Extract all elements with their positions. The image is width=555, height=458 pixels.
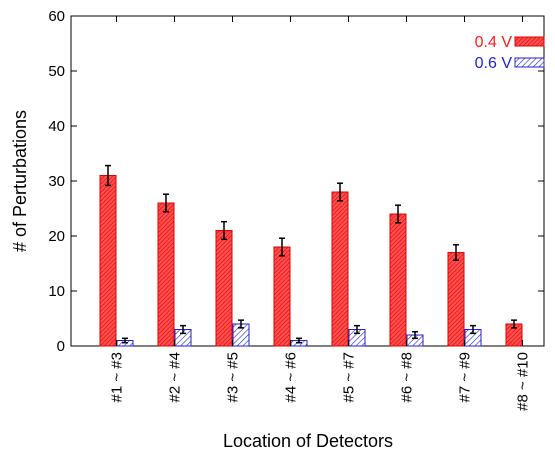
legend-swatch-0-6v	[514, 57, 545, 68]
y-axis-title: # of Perturbations	[10, 110, 30, 252]
bar-0-4v-1	[157, 202, 175, 347]
y-tick-label: 40	[48, 118, 65, 135]
x-tick-label: #1 ~ #3	[109, 352, 126, 402]
x-axis-title: Location of Detectors	[223, 431, 393, 451]
x-tick-label: #5 ~ #7	[341, 352, 358, 402]
bar-0-4v-2	[215, 230, 233, 347]
y-tick-label: 60	[48, 8, 65, 25]
legend-label-0-6v: 0.6 V	[475, 55, 513, 72]
legend-label-0-4v: 0.4 V	[475, 34, 513, 51]
x-tick-label: #7 ~ #9	[457, 352, 474, 402]
y-tick-label: 50	[48, 63, 65, 80]
bar-0-4v-5	[389, 213, 407, 347]
bar-0-4v-3	[273, 246, 291, 347]
x-tick-label: #6 ~ #8	[399, 352, 416, 402]
bars-group	[99, 164, 523, 347]
legend-swatch-0-4v	[514, 36, 545, 47]
bar-0-4v-0	[99, 175, 117, 347]
y-tick-label: 20	[48, 228, 65, 245]
y-tick-label: 0	[57, 338, 65, 355]
legend: 0.4 V 0.6 V	[475, 34, 545, 72]
bar-0-4v-4	[331, 191, 349, 347]
x-tick-label: #4 ~ #6	[283, 352, 300, 402]
y-tick-label: 10	[48, 283, 65, 300]
x-tick-label: #8 ~ #10	[515, 352, 532, 411]
x-tick-label: #2 ~ #4	[167, 352, 184, 402]
y-axis-ticks: 0 10 20 30 40 50 60	[48, 8, 544, 355]
x-axis-ticks: #1 ~ #3 #2 ~ #4 #3 ~ #5 #4 ~ #6 #5 ~ #7 #6 ~ …	[109, 16, 532, 411]
y-tick-label: 30	[48, 173, 65, 190]
bar-0-4v-6	[447, 252, 465, 347]
plot-area-frame	[70, 15, 545, 347]
x-tick-label: #3 ~ #5	[225, 352, 242, 402]
